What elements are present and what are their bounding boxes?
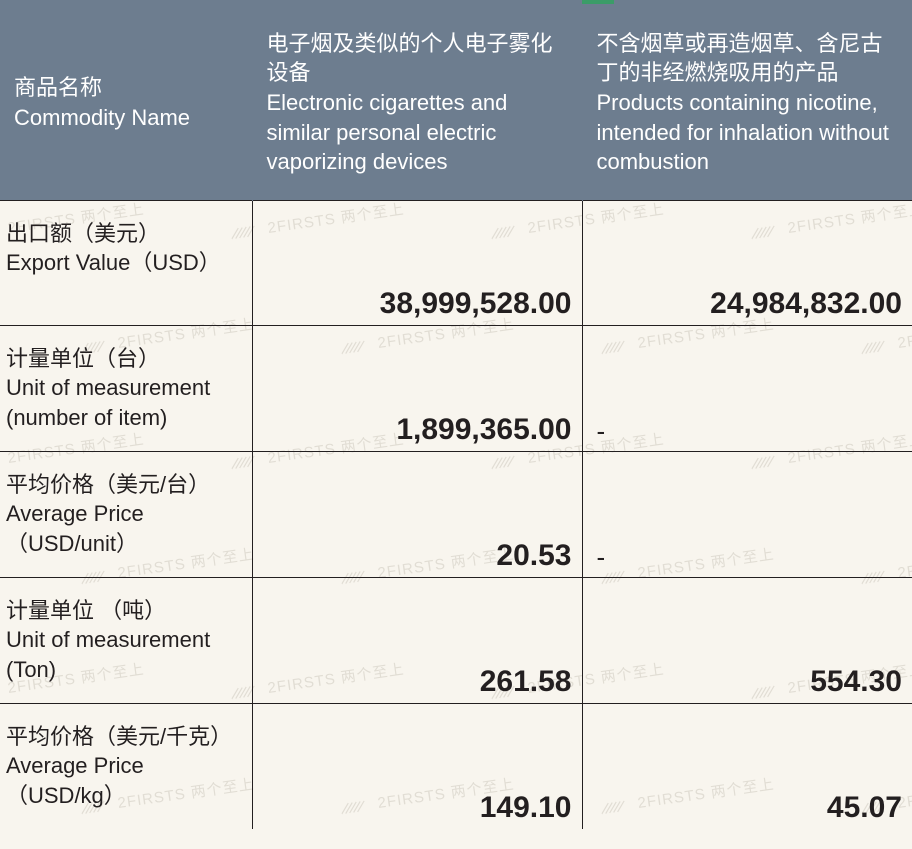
row-value-col2: - xyxy=(582,451,912,577)
header-col0-zh: 商品名称 xyxy=(14,75,102,100)
row-value-col1: 38,999,528.00 xyxy=(252,200,582,325)
export-data-table: 商品名称 Commodity Name 电子烟及类似的个人电子雾化设备 Elec… xyxy=(0,0,912,829)
row-value-col1: 261.58 xyxy=(252,577,582,703)
row-label-zh: 出口额（美元） xyxy=(6,221,160,246)
row-label-zh: 平均价格（美元/千克） xyxy=(6,724,232,749)
table-row: 计量单位 （吨） Unit of measurement (Ton) 261.585… xyxy=(0,577,912,703)
header-col1-en: Electronic cigarettes and similar person… xyxy=(267,90,508,174)
row-value-col2: - xyxy=(582,325,912,451)
row-label: 计量单位 （吨） Unit of measurement (Ton) xyxy=(0,577,252,703)
row-value-col1: 1,899,365.00 xyxy=(252,325,582,451)
row-value-col1: 20.53 xyxy=(252,451,582,577)
row-label-en: Unit of measurement (Ton) xyxy=(6,627,210,682)
header-col0-en: Commodity Name xyxy=(14,105,190,130)
header-col2-en: Products containing nicotine, intended f… xyxy=(597,90,889,174)
row-label-en: Average Price （USD/kg） xyxy=(6,753,144,808)
row-label-zh: 计量单位 （吨） xyxy=(6,598,166,623)
top-green-tick xyxy=(582,0,614,4)
row-value-col2: 554.30 xyxy=(582,577,912,703)
row-label: 计量单位（台） Unit of measurement (number of it… xyxy=(0,325,252,451)
row-label: 平均价格（美元/台） Average Price （USD/unit） xyxy=(0,451,252,577)
row-label: 出口额（美元） Export Value（USD） xyxy=(0,200,252,325)
header-commodity-name: 商品名称 Commodity Name xyxy=(0,0,252,200)
table-row: 计量单位（台） Unit of measurement (number of it… xyxy=(0,325,912,451)
row-value-col1: 149.10 xyxy=(252,703,582,829)
header-col1-zh: 电子烟及类似的个人电子雾化设备 xyxy=(267,31,553,86)
header-nicotine: 不含烟草或再造烟草、含尼古丁的非经燃烧吸用的产品 Products contai… xyxy=(582,0,912,200)
table-row: 平均价格（美元/千克） Average Price （USD/kg） 149.104… xyxy=(0,703,912,829)
row-value-col2: 24,984,832.00 xyxy=(582,200,912,325)
row-label-en: Average Price （USD/unit） xyxy=(6,501,144,556)
row-value-col2: 45.07 xyxy=(582,703,912,829)
table-row: 平均价格（美元/台） Average Price （USD/unit） 20.53- xyxy=(0,451,912,577)
row-label: 平均价格（美元/千克） Average Price （USD/kg） xyxy=(0,703,252,829)
table-row: 出口额（美元） Export Value（USD）38,999,528.0024… xyxy=(0,200,912,325)
row-label-en: Unit of measurement (number of item) xyxy=(6,375,210,430)
row-label-zh: 平均价格（美元/台） xyxy=(6,472,210,497)
table-wrap: 2FIRSTS 两个至上 2FIRSTS 两个至上 2FIRSTS 两个至上 2… xyxy=(0,0,912,829)
table-header-row: 商品名称 Commodity Name 电子烟及类似的个人电子雾化设备 Elec… xyxy=(0,0,912,200)
row-label-en: Export Value（USD） xyxy=(6,250,221,275)
header-ecig: 电子烟及类似的个人电子雾化设备 Electronic cigarettes an… xyxy=(252,0,582,200)
header-col2-zh: 不含烟草或再造烟草、含尼古丁的非经燃烧吸用的产品 xyxy=(597,31,883,86)
row-label-zh: 计量单位（台） xyxy=(6,346,160,371)
